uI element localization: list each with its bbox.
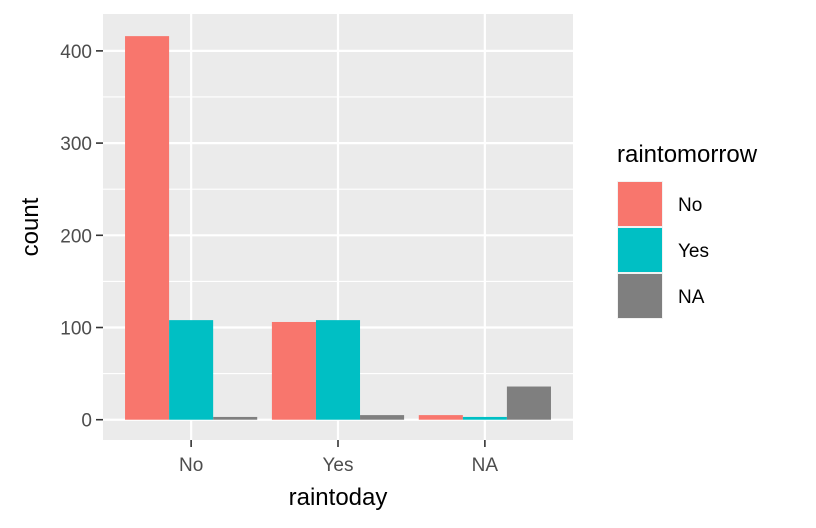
- bar: [418, 415, 463, 420]
- bar: [506, 386, 551, 420]
- bar: [169, 320, 214, 420]
- bar: [125, 36, 170, 420]
- y-tick-label: 400: [60, 42, 92, 63]
- y-tick-label: 300: [60, 134, 92, 155]
- y-tick-label: 0: [81, 411, 92, 432]
- bar: [360, 415, 405, 420]
- x-tick-label: NA: [472, 455, 499, 476]
- legend-items: No Yes NA: [617, 181, 709, 319]
- bar: [213, 416, 258, 420]
- legend-label: No: [678, 195, 702, 216]
- y-tick-label: 200: [60, 226, 92, 247]
- y-axis-title: count: [17, 197, 44, 256]
- legend-label: NA: [678, 287, 705, 308]
- legend-label: Yes: [678, 241, 709, 262]
- bar: [315, 320, 361, 420]
- legend-swatch: [618, 274, 662, 318]
- x-axis-title: raintoday: [289, 484, 388, 511]
- legend-title: raintomorrow: [617, 141, 758, 168]
- x-tick-label: No: [179, 455, 203, 476]
- legend: raintomorrow No Yes NA: [617, 141, 758, 319]
- legend-swatch: [618, 228, 662, 272]
- legend-swatch: [618, 182, 662, 226]
- bar: [271, 321, 316, 420]
- x-tick-label: Yes: [323, 455, 354, 476]
- y-tick-label: 100: [60, 319, 92, 340]
- bars: [125, 36, 551, 420]
- x-axis: No Yes NA: [179, 440, 498, 476]
- bar: [462, 416, 507, 420]
- y-axis: 0 100 200 300 400: [60, 42, 103, 432]
